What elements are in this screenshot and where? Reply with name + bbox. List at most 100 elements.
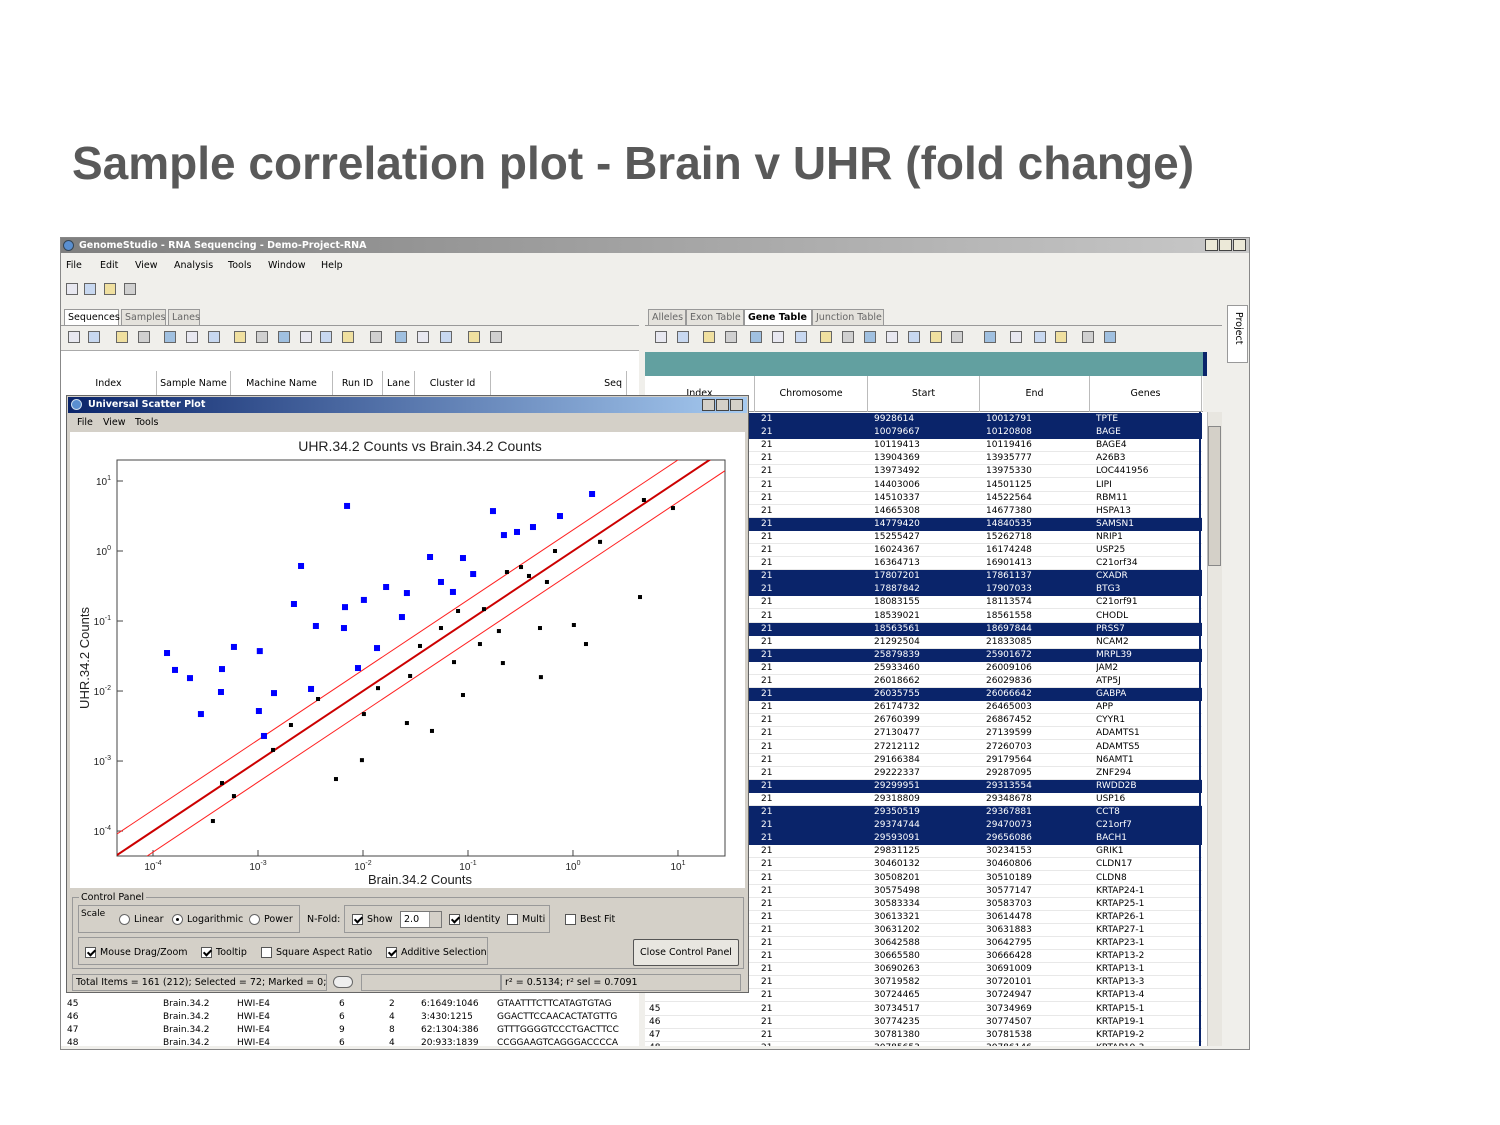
radio-label[interactable]: Logarithmic	[187, 914, 244, 925]
menu-item[interactable]: Analysis	[174, 260, 214, 271]
toolbar-icon[interactable]	[417, 331, 429, 343]
table-row[interactable]: 21 21292504 21833085 NCAM2	[645, 635, 1202, 649]
window-button[interactable]	[1205, 239, 1218, 251]
table-row[interactable]: 21 17807201 17861137 CXADR	[645, 570, 1202, 584]
table-row[interactable]: 21 26035755 26066642 GABPA	[645, 688, 1202, 702]
toolbar-icon[interactable]	[908, 331, 920, 343]
radio[interactable]	[249, 914, 260, 925]
toolbar-icon[interactable]	[300, 331, 312, 343]
toolbar-icon[interactable]	[655, 331, 667, 343]
toolbar-icon[interactable]	[703, 331, 715, 343]
column-header[interactable]: Run ID	[333, 371, 383, 395]
toolbar-icon[interactable]	[886, 331, 898, 343]
tab[interactable]: Lanes	[168, 309, 200, 325]
table-row[interactable]: 21 14403006 14501125 LIPI	[645, 478, 1202, 492]
toolbar-icon[interactable]	[88, 331, 100, 343]
table-row[interactable]: 21 27212112 27260703 ADAMTS5	[645, 740, 1202, 754]
checkbox-label[interactable]: Best Fit	[580, 914, 616, 925]
column-header[interactable]: Machine Name	[231, 371, 333, 395]
checkbox-label[interactable]: Mouse Drag/Zoom	[100, 947, 188, 958]
checkbox[interactable]	[352, 914, 363, 925]
checkbox[interactable]	[507, 914, 518, 925]
toolbar-icon[interactable]	[84, 283, 96, 295]
table-row[interactable]: 21 18083155 18113574 C21orf91	[645, 596, 1202, 610]
tab[interactable]: Exon Table	[686, 309, 744, 325]
table-row[interactable]: 21 25879839 25901672 MRPL39	[645, 648, 1202, 662]
table-row[interactable]: 21 29831125 30234153 GRIK1	[645, 845, 1202, 859]
table-row[interactable]: 21 10119413 10119416 BAGE4	[645, 439, 1202, 453]
toolbar-icon[interactable]	[68, 331, 80, 343]
table-row[interactable]: 48 21 30785653 30786146 KRTAP19-3	[645, 1041, 1202, 1046]
tab[interactable]: Sequences	[64, 309, 120, 325]
tab[interactable]: Samples	[121, 309, 166, 325]
table-row[interactable]: 21 29318809 29348678 USP16	[645, 792, 1202, 806]
checkbox-label[interactable]: Square Aspect Ratio	[276, 947, 373, 958]
close-button[interactable]: Close Control Panel	[633, 939, 739, 966]
checkbox[interactable]	[261, 947, 272, 958]
checkbox-label[interactable]: Tooltip	[216, 947, 247, 958]
toolbar-icon[interactable]	[930, 331, 942, 343]
table-row[interactable]: 21 14779420 14840535 SAMSN1	[645, 517, 1202, 531]
table-row[interactable]: 21 29374744 29470073 C21orf7	[645, 819, 1202, 833]
toolbar-icon[interactable]	[320, 331, 332, 343]
toolbar-icon[interactable]	[1055, 331, 1067, 343]
table-row[interactable]: 21 30719582 30720101 KRTAP13-3	[645, 976, 1202, 990]
table-row[interactable]: 21 25933460 26009106 JAM2	[645, 661, 1202, 675]
table-row[interactable]: 21 13973492 13975330 LOC441956	[645, 465, 1202, 479]
checkbox[interactable]	[386, 947, 397, 958]
table-row[interactable]: 21 14665308 14677380 HSPA13	[645, 504, 1202, 518]
toolbar-icon[interactable]	[208, 331, 220, 343]
table-row[interactable]: 47 21 30781380 30781538 KRTAP19-2	[645, 1028, 1202, 1042]
scrollbar[interactable]	[1207, 412, 1222, 1046]
table-row[interactable]: 21 30613321 30614478 KRTAP26-1	[645, 910, 1202, 924]
table-row[interactable]: 21 30508201 30510189 CLDN8	[645, 871, 1202, 885]
table-row[interactable]: 21 29299951 29313554 RWDD2B	[645, 779, 1202, 793]
table-row[interactable]: 45 21 30734517 30734969 KRTAP15-1	[645, 1002, 1202, 1016]
toolbar-icon[interactable]	[820, 331, 832, 343]
table-row[interactable]: 21 30575498 30577147 KRTAP24-1	[645, 884, 1202, 898]
table-row[interactable]: 21 29222337 29287095 ZNF294	[645, 766, 1202, 780]
toolbar-icon[interactable]	[66, 283, 78, 295]
toolbar-icon[interactable]	[842, 331, 854, 343]
toolbar-icon[interactable]	[490, 331, 502, 343]
toolbar-icon[interactable]	[138, 331, 150, 343]
table-row[interactable]: 46 21 30774235 30774507 KRTAP19-1	[645, 1015, 1202, 1029]
table-row[interactable]: 21 27130477 27139599 ADAMTS1	[645, 727, 1202, 741]
toolbar-icon[interactable]	[1082, 331, 1094, 343]
toolbar-icon[interactable]	[395, 331, 407, 343]
toolbar-icon[interactable]	[234, 331, 246, 343]
window-button[interactable]	[730, 399, 743, 411]
menu-item[interactable]: View	[135, 260, 158, 271]
table-row[interactable]: 21 30460132 30460806 CLDN17	[645, 858, 1202, 872]
table-row[interactable]: 21 30583334 30583703 KRTAP25-1	[645, 897, 1202, 911]
menu-item[interactable]: View	[103, 417, 126, 428]
column-header[interactable]: Index	[645, 376, 755, 412]
column-header[interactable]: End	[980, 376, 1090, 412]
toolbar-icon[interactable]	[104, 283, 116, 295]
radio[interactable]	[172, 914, 183, 925]
checkbox-label[interactable]: Additive Selection	[401, 947, 487, 958]
column-header[interactable]: Seq	[491, 371, 627, 395]
table-row[interactable]: 21 18563561 18697844 PRSS7	[645, 622, 1202, 636]
checkbox-label[interactable]: Identity	[464, 914, 501, 925]
table-row[interactable]: 21 29166384 29179564 N6AMT1	[645, 753, 1202, 767]
column-header[interactable]: Cluster Id	[415, 371, 491, 395]
table-row[interactable]: 21 30724465 30724947 KRTAP13-4	[645, 989, 1202, 1003]
table-row[interactable]: 21 26760399 26867452 CYYR1	[645, 714, 1202, 728]
checkbox-label[interactable]: Multi	[522, 914, 546, 925]
table-row[interactable]: 21 16024367 16174248 USP25	[645, 544, 1202, 557]
column-header[interactable]: Index	[61, 371, 157, 395]
toolbar-icon[interactable]	[725, 331, 737, 343]
table-row[interactable]: 21 26018662 26029836 ATP5J	[645, 675, 1202, 688]
radio[interactable]	[119, 914, 130, 925]
toolbar-icon[interactable]	[116, 331, 128, 343]
table-row[interactable]: 21 29350519 29367881 CCT8	[645, 806, 1202, 819]
table-row[interactable]: 21 14510337 14522564 RBM11	[645, 491, 1202, 505]
column-header[interactable]: Lane	[383, 371, 415, 395]
table-row[interactable]: 21 16364713 16901413 C21orf34	[645, 557, 1202, 571]
tab[interactable]: Junction Table	[812, 309, 884, 325]
table-row[interactable]: 21 26174732 26465003 APP	[645, 701, 1202, 715]
toolbar-icon[interactable]	[186, 331, 198, 343]
toolbar-icon[interactable]	[256, 331, 268, 343]
table-row[interactable]: 21 9928614 10012791 TPTE	[645, 413, 1202, 426]
